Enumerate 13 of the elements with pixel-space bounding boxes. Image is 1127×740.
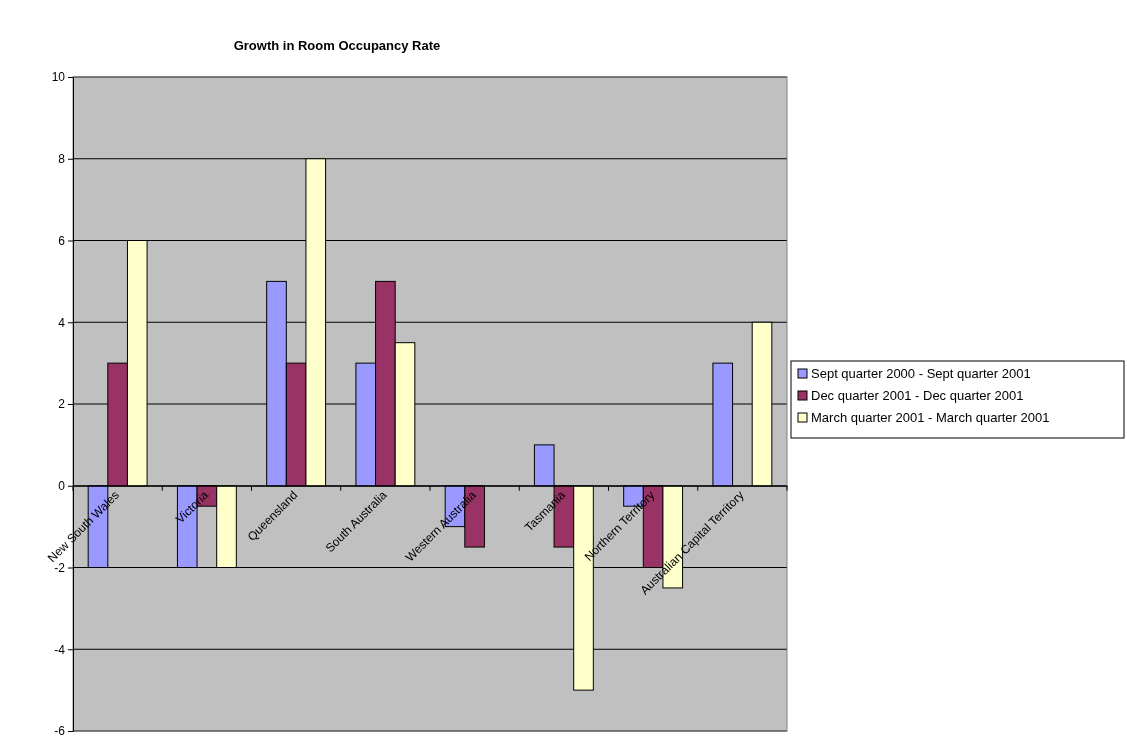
y-tick-label: 4: [58, 315, 66, 330]
y-tick-label: -4: [54, 642, 66, 657]
chart-title: Growth in Room Occupancy Rate: [233, 38, 441, 53]
y-tick-label: -2: [54, 560, 66, 575]
y-tick-label: -6: [54, 724, 66, 739]
y-tick-label: 10: [51, 70, 66, 85]
legend-label: Sept quarter 2000 - Sept quarter 2001: [811, 366, 1031, 381]
y-tick-label: 6: [58, 233, 66, 248]
y-tick-label: 8: [58, 152, 66, 167]
legend-label: Dec quarter 2001 - Dec quarter 2001: [811, 388, 1024, 403]
y-tick-label: 2: [58, 397, 66, 412]
y-tick-label: 0: [58, 479, 66, 494]
legend-label: March quarter 2001 - March quarter 2001: [811, 410, 1050, 425]
